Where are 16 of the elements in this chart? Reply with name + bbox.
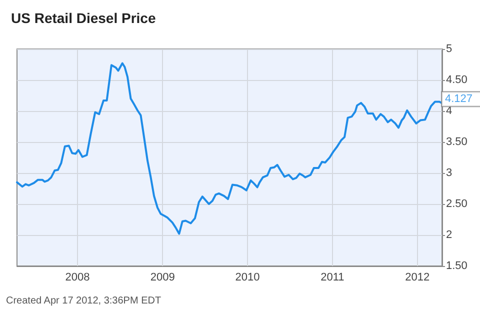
- y-tick-label: 4: [446, 105, 452, 117]
- y-tick-label: 3.50: [446, 136, 468, 148]
- y-tick-label: 4.50: [446, 74, 468, 86]
- y-tick-label: 2: [446, 229, 452, 241]
- x-tick-label: 2011: [320, 272, 344, 284]
- x-tick-label: 2012: [405, 272, 430, 284]
- y-tick-label: 3: [446, 167, 452, 179]
- y-tick-label: 5: [446, 43, 452, 55]
- chart-title: US Retail Diesel Price: [11, 10, 156, 26]
- text: Created Apr 17 2012, 3:36PM EDT: [6, 296, 162, 306]
- y-tick-label: 1.50: [446, 260, 468, 272]
- x-tick-label: 2010: [235, 272, 260, 284]
- x-tick-label: 2008: [65, 272, 90, 284]
- x-tick-label: 2009: [150, 272, 175, 284]
- y-tick-label: 2.50: [446, 198, 468, 210]
- annotation: 4.127: [445, 93, 473, 106]
